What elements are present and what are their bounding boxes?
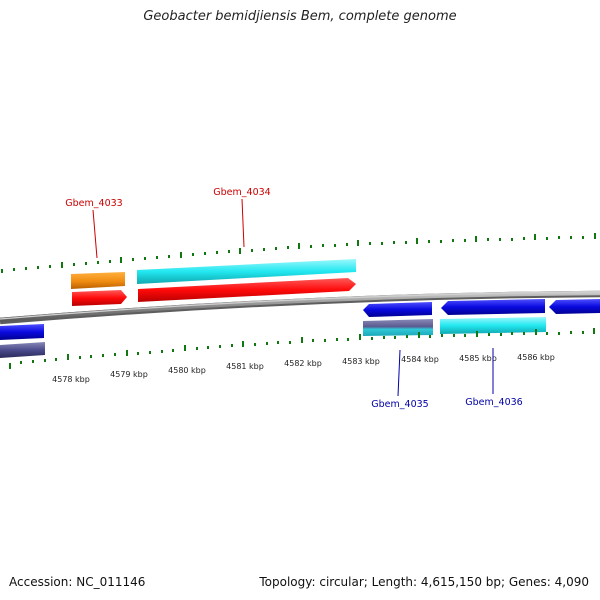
gene-gbem-4033-orange-feature[interactable] (71, 272, 125, 289)
reverse-strand-features (0, 299, 600, 358)
outer-tick-ring (1, 233, 596, 273)
gene-label-gbem-4033[interactable]: Gbem_4033 (65, 198, 122, 209)
genome-title: Geobacter bemidjiensis Bem, complete gen… (143, 9, 457, 24)
gbem-4033-leader-line (92, 209, 98, 259)
gene-label-gbem-4036[interactable]: Gbem_4036 (465, 397, 522, 408)
accession-text: Accession: NC_011146 (9, 575, 146, 589)
kbp-label-4579: 4579 kbp (110, 370, 148, 379)
inner-tick-ring (9, 328, 595, 369)
genome-info-text: Topology: circular; Length: 4,615,150 bp… (259, 575, 589, 589)
gene-labels: Gbem_4033 Gbem_4034 Gbem_4035 Gbem_4036 (65, 187, 522, 410)
gene-label-gbem-4035[interactable]: Gbem_4035 (371, 399, 428, 410)
kbp-label-4582: 4582 kbp (284, 359, 322, 368)
gbem-4034-leader-line (241, 198, 245, 248)
gene-gbem-4036-cyan-feature[interactable] (440, 317, 546, 334)
kbp-label-4584: 4584 kbp (401, 355, 439, 364)
genome-backbone (0, 290, 600, 325)
gbem-4035-leader-line (397, 349, 401, 397)
gene-gbem-4033-cds-arrow[interactable] (72, 290, 127, 306)
gene-gbem-4034-cds-arrow[interactable] (138, 278, 356, 302)
kbp-label-4586: 4586 kbp (517, 353, 555, 362)
kbp-label-4583: 4583 kbp (342, 357, 380, 366)
gene-label-gbem-4034[interactable]: Gbem_4034 (213, 187, 270, 198)
forward-strand-features (71, 259, 356, 306)
gene-left-blue-arrow[interactable] (0, 324, 44, 340)
gene-gbem-4034-cyan-feature[interactable] (137, 259, 356, 284)
kbp-label-4580: 4580 kbp (168, 366, 206, 375)
gene-gbem-4035-cds-arrow[interactable] (363, 302, 432, 317)
gene-gbem-4035-feature[interactable] (363, 319, 433, 336)
kbp-scale-labels: 4578 kbp 4579 kbp 4580 kbp 4581 kbp 4582… (52, 353, 555, 384)
gene-gbem-4036-cds-arrow[interactable] (441, 299, 545, 315)
kbp-label-4585: 4585 kbp (459, 354, 497, 363)
gene-left-purple-feature[interactable] (0, 342, 45, 358)
kbp-label-4578: 4578 kbp (52, 375, 90, 384)
gene-right-blue-arrow[interactable] (549, 299, 600, 314)
kbp-label-4581: 4581 kbp (226, 362, 264, 371)
